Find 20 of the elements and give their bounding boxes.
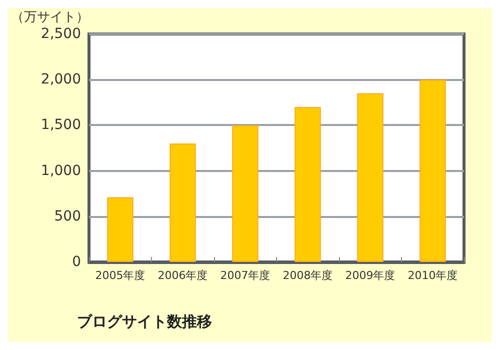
bar	[170, 143, 196, 262]
x-tick-label: 2009年度	[345, 269, 396, 282]
y-tick-label: 2,500	[40, 26, 81, 42]
bar	[420, 80, 446, 262]
y-tick-label: 1,000	[40, 162, 81, 179]
text: ブログサイト数推移	[77, 312, 212, 330]
bar	[294, 106, 321, 262]
y-tick-label: 2,000	[40, 72, 81, 88]
x-tick-label: 2005年度	[95, 269, 146, 282]
y-tick-label: 500	[54, 208, 81, 224]
y-tick-label: 1,500	[40, 117, 81, 134]
y-tick-label: 0	[72, 254, 81, 270]
y-axis-title: （万サイト）	[11, 10, 89, 25]
x-tick-label: 2006年度	[158, 269, 208, 282]
x-tick-label: 2008年度	[282, 269, 333, 282]
bar	[107, 197, 134, 262]
bar	[232, 125, 258, 262]
x-tick-label: 2010年度	[408, 269, 458, 282]
bar	[357, 93, 384, 262]
x-tick-label: 2007年度	[220, 269, 270, 282]
